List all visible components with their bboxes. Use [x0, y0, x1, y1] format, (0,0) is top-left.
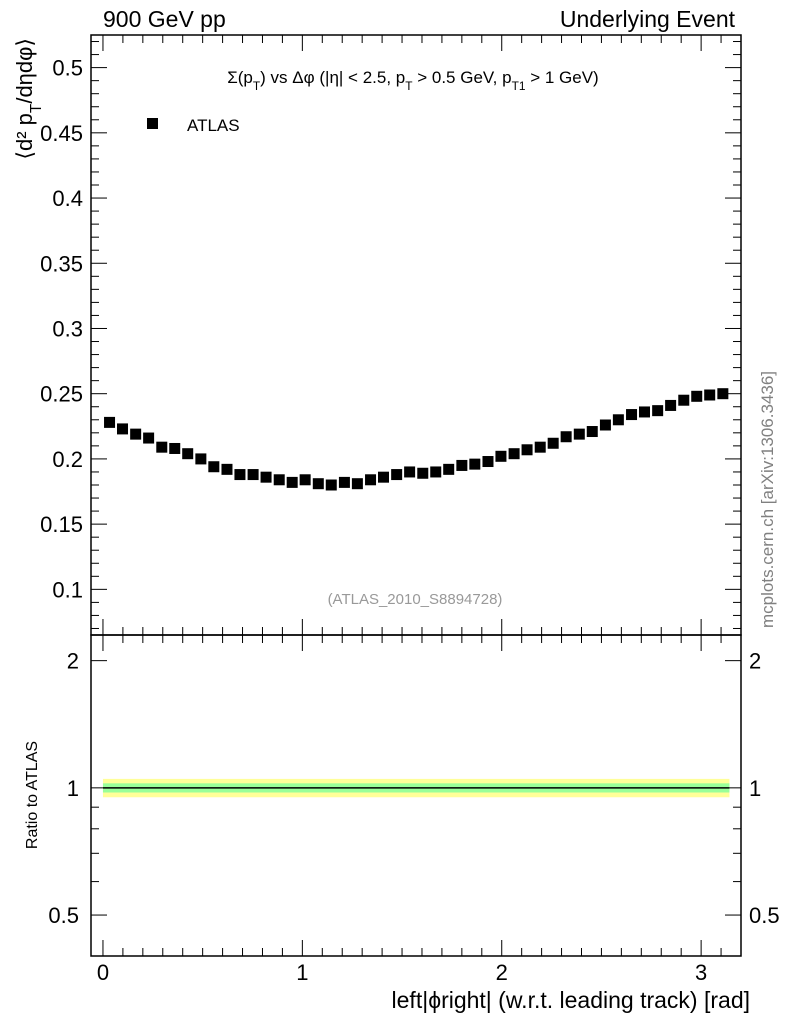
data-point — [495, 450, 507, 462]
header-right: Underlying Event — [559, 6, 735, 32]
ratio-y-tick-label-left: 2 — [67, 649, 79, 674]
data-point — [286, 476, 298, 488]
data-point — [469, 458, 481, 470]
data-point — [443, 463, 455, 475]
data-point — [691, 390, 703, 402]
data-point — [456, 459, 468, 471]
x-ticks — [102, 35, 722, 956]
y-tick-label: 0.25 — [40, 382, 83, 407]
data-point — [678, 394, 690, 406]
y-tick-label: 0.4 — [52, 186, 83, 211]
ratio-y-tick-label-right: 2 — [749, 649, 761, 674]
ratio-y-tick-label-left: 1 — [67, 776, 79, 801]
y-tick-label: 0.2 — [52, 447, 83, 472]
data-point — [221, 463, 233, 475]
data-point — [391, 469, 403, 481]
y-tick-label: 0.35 — [40, 251, 83, 276]
data-point — [599, 419, 611, 431]
data-point — [430, 466, 442, 478]
data-point — [417, 467, 429, 479]
y-tick-label: 0.15 — [40, 512, 83, 537]
data-point — [208, 461, 220, 473]
data-point — [365, 474, 377, 486]
data-point — [404, 466, 416, 478]
atlas-markers — [104, 388, 729, 491]
data-point — [273, 474, 285, 486]
ratio-y-tick-label-right: 0.5 — [749, 903, 780, 928]
y-axis-label: ⟨d² pT/dηdφ⟩ — [12, 38, 45, 160]
legend-label: ATLAS — [187, 116, 240, 135]
data-point — [717, 388, 729, 400]
data-point — [117, 423, 129, 435]
data-point — [638, 406, 650, 418]
ratio-plot-frame — [90, 634, 742, 957]
header-left: 900 GeV pp — [103, 6, 226, 32]
data-point — [521, 444, 533, 456]
y-tick-label: 0.5 — [52, 56, 83, 81]
data-point — [586, 426, 598, 438]
data-point — [573, 428, 585, 440]
data-point — [156, 441, 168, 453]
main-y-ticks — [91, 41, 741, 629]
data-point — [247, 469, 259, 481]
y-tick-label: 0.45 — [40, 121, 83, 146]
ratio-y-tick-label-left: 0.5 — [48, 903, 79, 928]
data-point — [704, 389, 716, 401]
data-point — [104, 416, 116, 428]
x-tick-label: 3 — [695, 960, 707, 985]
y-tick-label: 0.3 — [52, 316, 83, 341]
x-tick-label: 2 — [496, 960, 508, 985]
data-point — [547, 437, 559, 449]
data-point — [169, 442, 181, 454]
data-point — [182, 448, 194, 460]
data-point — [665, 399, 677, 411]
data-point — [325, 479, 337, 491]
data-point — [234, 469, 246, 481]
legend-marker — [147, 118, 158, 129]
data-point — [299, 474, 311, 486]
data-point — [534, 441, 546, 453]
x-tick-label: 1 — [296, 960, 308, 985]
plot-title: Σ(pT) vs Δφ (|η| < 2.5, pT > 0.5 GeV, pT… — [227, 68, 598, 93]
ratio-y-ticks — [91, 660, 741, 957]
data-point — [652, 405, 664, 417]
data-point — [508, 448, 520, 460]
y-tick-label: 0.1 — [52, 577, 83, 602]
data-point — [143, 432, 155, 444]
data-point — [351, 478, 363, 490]
data-point — [612, 414, 624, 426]
data-point — [482, 456, 494, 468]
data-point — [312, 478, 324, 490]
x-tick-label: 0 — [97, 960, 109, 985]
analysis-tag: (ATLAS_2010_S8894728) — [328, 591, 503, 608]
data-point — [130, 428, 142, 440]
data-point — [378, 471, 389, 483]
ratio-y-axis-label: Ratio to ATLAS — [24, 741, 41, 849]
data-point — [260, 471, 272, 483]
x-axis-label: left|ϕright| (w.r.t. leading track) [rad… — [392, 987, 750, 1013]
data-point — [338, 476, 350, 488]
ratio-y-tick-label-right: 1 — [749, 776, 761, 801]
data-point — [626, 409, 638, 421]
data-point — [560, 431, 572, 443]
data-point — [195, 453, 207, 465]
